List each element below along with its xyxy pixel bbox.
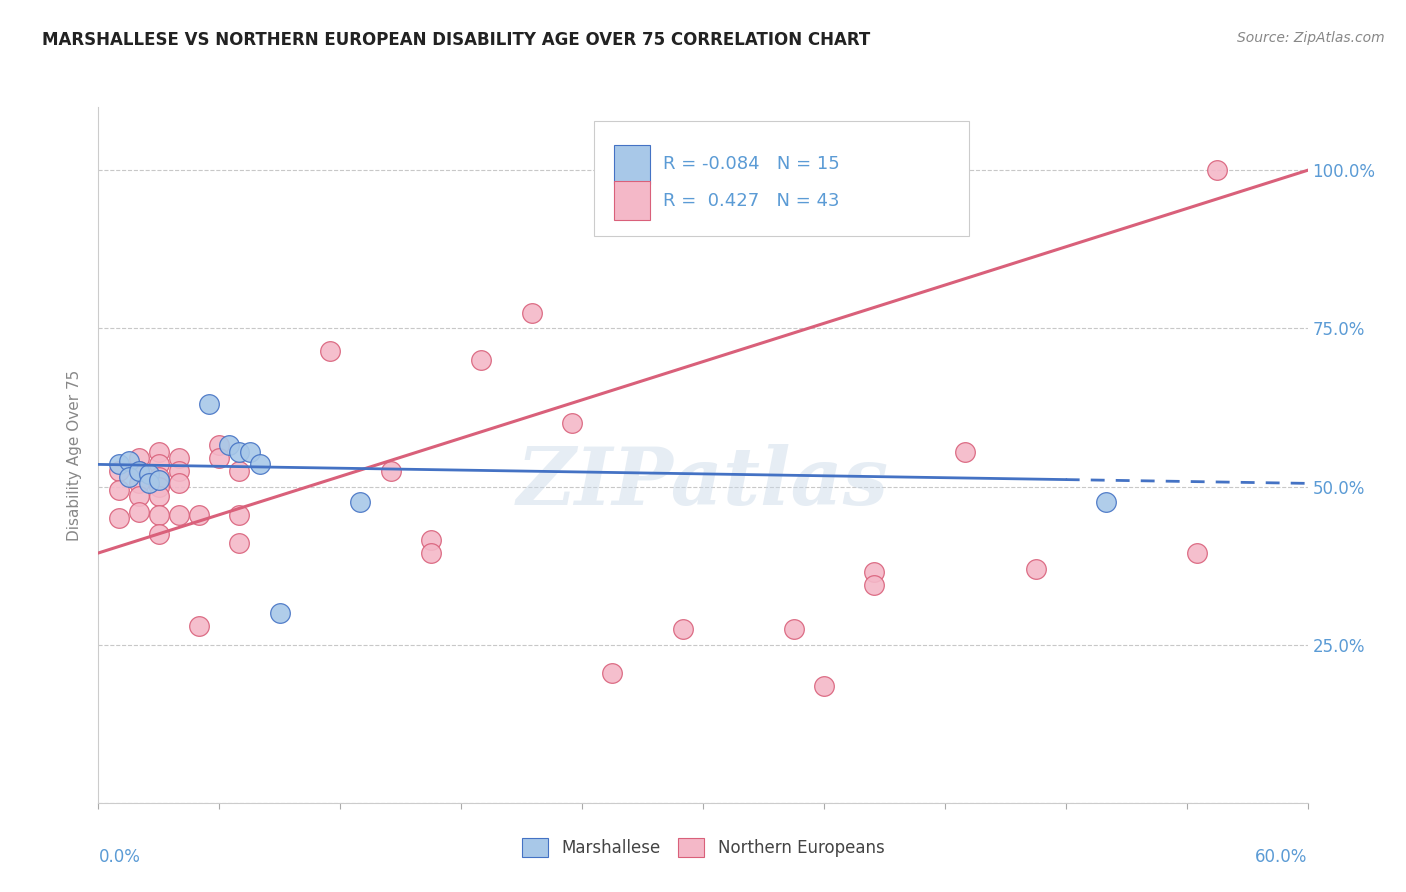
Point <box>349 495 371 509</box>
Point <box>128 451 150 466</box>
Point <box>863 577 886 591</box>
Point <box>167 476 190 491</box>
Y-axis label: Disability Age Over 75: Disability Age Over 75 <box>67 369 83 541</box>
Point <box>128 489 150 503</box>
FancyBboxPatch shape <box>613 181 650 220</box>
Point <box>107 483 129 497</box>
Point <box>148 527 170 541</box>
Point <box>128 505 150 519</box>
Point <box>148 444 170 458</box>
Point <box>953 444 976 458</box>
Text: R =  0.427   N = 43: R = 0.427 N = 43 <box>664 192 839 210</box>
Point <box>672 622 695 636</box>
Point <box>1025 562 1047 576</box>
Point <box>128 464 150 478</box>
Point <box>319 343 342 358</box>
Legend: Marshallese, Northern Europeans: Marshallese, Northern Europeans <box>515 831 891 864</box>
Point <box>107 464 129 478</box>
Point <box>148 473 170 487</box>
Point <box>470 353 492 368</box>
Point <box>167 451 190 466</box>
Text: MARSHALLESE VS NORTHERN EUROPEAN DISABILITY AGE OVER 75 CORRELATION CHART: MARSHALLESE VS NORTHERN EUROPEAN DISABIL… <box>42 31 870 49</box>
Point <box>148 458 170 472</box>
Point <box>188 618 211 632</box>
Point <box>107 458 129 472</box>
Point <box>228 444 250 458</box>
Point <box>118 470 141 484</box>
Text: 60.0%: 60.0% <box>1256 848 1308 866</box>
Point <box>420 546 443 560</box>
Point <box>602 666 624 681</box>
Point <box>167 464 190 478</box>
Point <box>380 464 402 478</box>
Point <box>813 679 835 693</box>
Point <box>1206 163 1229 178</box>
FancyBboxPatch shape <box>595 121 969 235</box>
Point <box>863 565 886 579</box>
Text: 0.0%: 0.0% <box>98 848 141 866</box>
Point <box>128 464 150 478</box>
Point <box>228 536 250 550</box>
Point <box>1185 546 1208 560</box>
Point <box>167 508 190 522</box>
Point <box>148 479 170 493</box>
Point <box>1095 495 1118 509</box>
Point <box>208 438 231 452</box>
Point <box>138 476 160 491</box>
Text: ZIPatlas: ZIPatlas <box>517 444 889 522</box>
Point <box>783 622 806 636</box>
Point <box>420 533 443 548</box>
Point <box>128 476 150 491</box>
Point <box>218 438 240 452</box>
Point <box>148 508 170 522</box>
Point <box>118 454 141 468</box>
Point <box>561 417 583 431</box>
Point <box>228 508 250 522</box>
FancyBboxPatch shape <box>613 145 650 185</box>
Point <box>148 470 170 484</box>
Point <box>107 511 129 525</box>
Point <box>249 458 271 472</box>
Point <box>198 397 221 411</box>
Point <box>520 305 543 319</box>
Point <box>208 451 231 466</box>
Point <box>269 606 291 620</box>
Point <box>239 444 262 458</box>
Point <box>188 508 211 522</box>
Point <box>138 467 160 481</box>
Text: Source: ZipAtlas.com: Source: ZipAtlas.com <box>1237 31 1385 45</box>
Point <box>148 489 170 503</box>
Text: R = -0.084   N = 15: R = -0.084 N = 15 <box>664 155 839 173</box>
Point <box>228 464 250 478</box>
